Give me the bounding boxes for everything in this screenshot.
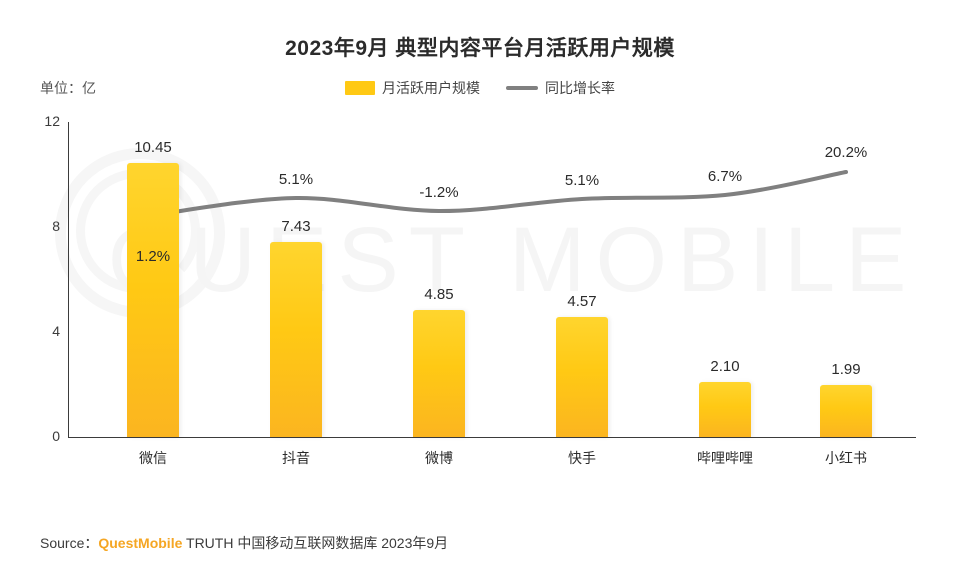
x-axis-tick: 小红书 xyxy=(825,450,867,466)
source-brand: QuestMobile xyxy=(98,535,183,551)
unit-label: 单位：亿 xyxy=(40,80,96,96)
growth-rate-label: 20.2% xyxy=(824,144,868,161)
bar[interactable] xyxy=(699,381,751,437)
source-rest: TRUTH 中国移动互联网数据库 2023年9月 xyxy=(182,535,449,551)
y-axis-tick: 0 xyxy=(52,428,60,444)
bar-value-label: 2.10 xyxy=(710,357,740,375)
bar[interactable] xyxy=(556,317,608,437)
bar-value-label: 10.45 xyxy=(134,138,172,156)
growth-rate-label: 5.1% xyxy=(564,172,600,189)
y-axis-tick: 8 xyxy=(52,218,60,234)
source-prefix: Source： xyxy=(40,535,99,551)
x-axis-tick: 抖音 xyxy=(282,450,310,466)
legend-bar-swatch-icon xyxy=(345,81,375,95)
source-note: Source：QuestMobile TRUTH 中国移动互联网数据库 2023… xyxy=(40,533,448,553)
chart-legend: 月活跃用户规模 同比增长率 xyxy=(0,78,960,98)
x-axis-tick: 微博 xyxy=(425,450,453,466)
y-axis-tick: 12 xyxy=(44,113,60,129)
growth-rate-label: 6.7% xyxy=(707,168,743,185)
legend-item-bar[interactable]: 月活跃用户规模 xyxy=(345,78,480,98)
legend-item-line[interactable]: 同比增长率 xyxy=(506,78,615,98)
x-axis-tick: 哔哩哔哩 xyxy=(697,450,753,466)
x-axis-tick: 快手 xyxy=(568,450,596,466)
x-axis-tick: 微信 xyxy=(139,450,167,466)
page-title: 2023年9月 典型内容平台月活跃用户规模 xyxy=(285,37,675,60)
y-axis-tick: 4 xyxy=(52,323,60,339)
legend-line-swatch-icon xyxy=(506,86,538,90)
bar[interactable] xyxy=(820,384,872,437)
bar-value-label: 7.43 xyxy=(281,217,311,235)
growth-rate-label: 5.1% xyxy=(278,171,314,188)
growth-rate-label: -1.2% xyxy=(419,184,459,201)
bar[interactable] xyxy=(413,309,465,437)
bar-value-label: 1.99 xyxy=(831,360,861,378)
bar-value-label: 4.57 xyxy=(567,293,597,311)
growth-rate-label: 1.2% xyxy=(135,248,171,265)
bar-value-label: 4.85 xyxy=(424,285,454,303)
legend-line-label: 同比增长率 xyxy=(545,80,615,96)
bar[interactable] xyxy=(127,162,179,437)
bar[interactable] xyxy=(270,241,322,437)
y-axis-line xyxy=(68,122,69,438)
legend-bar-label: 月活跃用户规模 xyxy=(382,80,480,96)
x-axis-line xyxy=(68,437,916,438)
